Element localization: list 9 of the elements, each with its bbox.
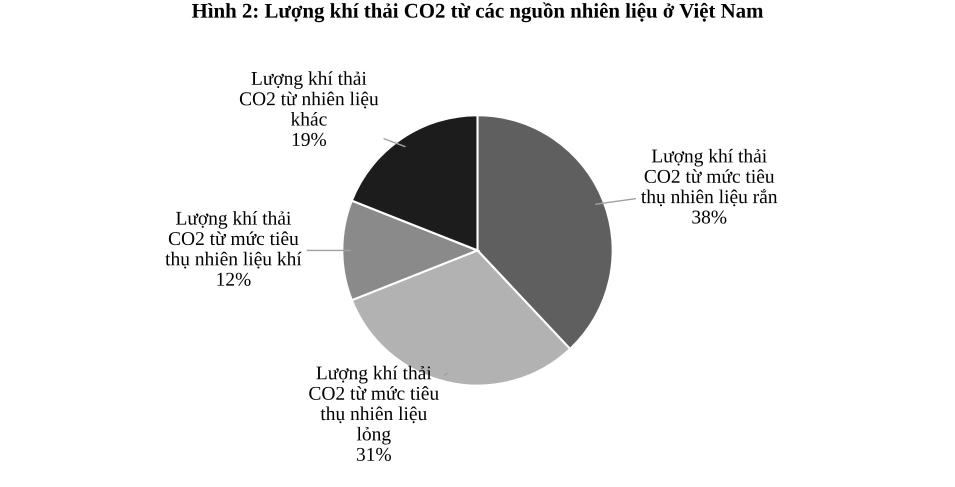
slice-label: Lượng khí thải CO2 từ nhiên liệu khác [240,71,378,126]
data-label: 31% [356,448,391,461]
data-label: 12% [217,272,251,286]
slice-label: Lượng khí thải CO2 từ mức tiêu thụ nhiên liệu lỏng [309,366,439,445]
slice-label: Lượng khí thải CO2 từ mức tiêu thụ nhiên liệu khí [165,211,302,269]
data-label: 19% [292,132,326,146]
data-label: 38% [692,210,726,224]
chart-title: Hình 2: Lượng khí thải CO2 từ các nguồn nhiên liệu ở Việt Nam [192,2,764,22]
slice-label: Lượng khí thải CO2 từ mức tiêu thụ nhiên liệu rắn [641,148,778,206]
